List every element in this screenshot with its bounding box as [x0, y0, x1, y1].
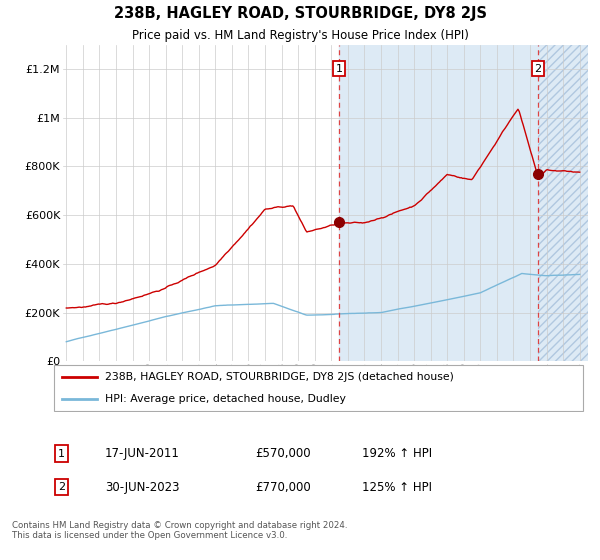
Text: £770,000: £770,000: [255, 480, 311, 494]
Text: Price paid vs. HM Land Registry's House Price Index (HPI): Price paid vs. HM Land Registry's House …: [131, 29, 469, 43]
Bar: [538, 45, 588, 361]
Text: 2: 2: [58, 482, 65, 492]
Bar: [63, 45, 339, 361]
Text: 30-JUN-2023: 30-JUN-2023: [104, 480, 179, 494]
Text: 125% ↑ HPI: 125% ↑ HPI: [362, 480, 433, 494]
FancyBboxPatch shape: [53, 365, 583, 410]
Text: 1: 1: [58, 449, 65, 459]
Text: 238B, HAGLEY ROAD, STOURBRIDGE, DY8 2JS: 238B, HAGLEY ROAD, STOURBRIDGE, DY8 2JS: [113, 6, 487, 21]
Text: Contains HM Land Registry data © Crown copyright and database right 2024.
This d: Contains HM Land Registry data © Crown c…: [12, 521, 347, 540]
Text: 17-JUN-2011: 17-JUN-2011: [104, 447, 179, 460]
Text: 2: 2: [535, 63, 542, 73]
Text: HPI: Average price, detached house, Dudley: HPI: Average price, detached house, Dudl…: [104, 394, 346, 404]
Bar: [339, 45, 538, 361]
Text: 238B, HAGLEY ROAD, STOURBRIDGE, DY8 2JS (detached house): 238B, HAGLEY ROAD, STOURBRIDGE, DY8 2JS …: [104, 372, 454, 382]
Bar: [538, 45, 588, 361]
Text: £570,000: £570,000: [255, 447, 311, 460]
Text: 1: 1: [335, 63, 343, 73]
Text: 192% ↑ HPI: 192% ↑ HPI: [362, 447, 433, 460]
